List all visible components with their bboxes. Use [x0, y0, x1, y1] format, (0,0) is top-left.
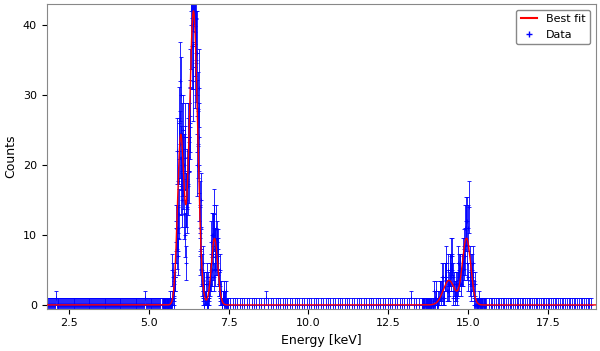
Best fit [494, 303, 502, 307]
Line: Best fit: Best fit [47, 11, 596, 305]
Best fit [592, 303, 599, 307]
X-axis label: Energy [keV]: Energy [keV] [281, 334, 362, 347]
Best fit [373, 303, 380, 307]
Best fit [253, 303, 260, 307]
Y-axis label: Counts: Counts [4, 135, 17, 178]
Best fit [190, 9, 197, 13]
Legend: Best fit, Data: Best fit, Data [516, 10, 590, 44]
Best fit [453, 289, 460, 293]
Best fit [43, 303, 50, 307]
Best fit [400, 303, 407, 307]
Best fit [143, 303, 150, 307]
